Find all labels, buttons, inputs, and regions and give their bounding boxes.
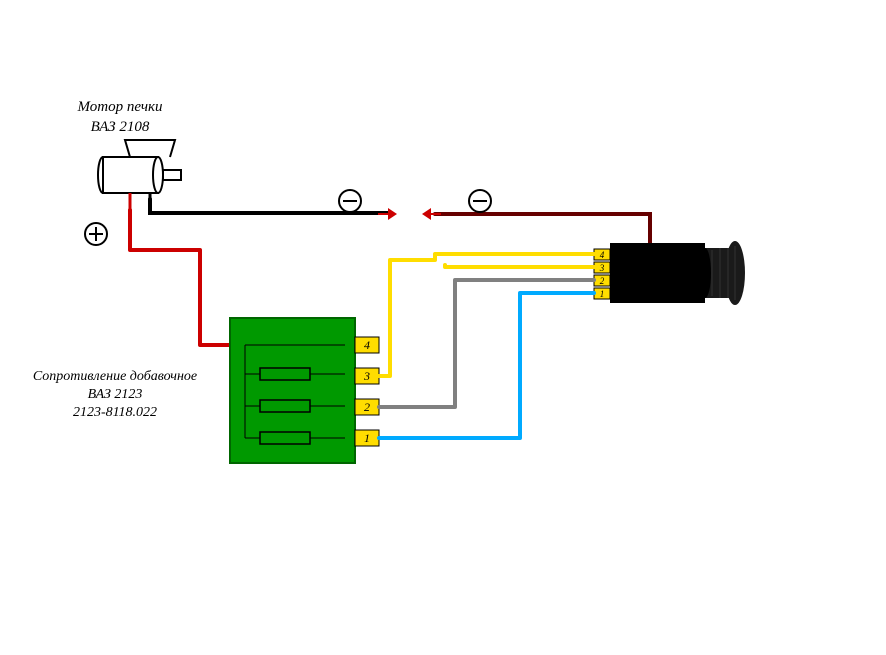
minus-symbol-2 bbox=[469, 190, 491, 212]
resistor-pins: 4 3 2 1 bbox=[355, 337, 379, 446]
resistor-label-line1: Сопротивление добавочное bbox=[33, 369, 197, 384]
svg-text:2: 2 bbox=[364, 400, 370, 414]
svg-text:3: 3 bbox=[599, 263, 605, 273]
wire-blue bbox=[379, 293, 594, 438]
resistor-label-line3: 2123-8118.022 bbox=[73, 405, 157, 420]
switch-pins: 4 3 2 1 bbox=[594, 249, 610, 299]
resistor-label: Сопротивление добавочное ВАЗ 2123 2123-8… bbox=[10, 368, 220, 423]
resistor-label-line2: ВАЗ 2123 bbox=[88, 387, 143, 402]
resistor-block bbox=[230, 318, 355, 463]
svg-text:3: 3 bbox=[363, 369, 370, 383]
switch-block bbox=[610, 241, 745, 305]
svg-text:4: 4 bbox=[364, 338, 370, 352]
svg-text:1: 1 bbox=[600, 289, 605, 299]
wire-yellow-2 bbox=[445, 265, 594, 267]
plus-symbol bbox=[85, 223, 107, 245]
svg-text:4: 4 bbox=[600, 250, 605, 260]
wire-gray bbox=[379, 280, 594, 407]
svg-text:2: 2 bbox=[600, 276, 605, 286]
motor-label-line1: Мотор печки bbox=[78, 99, 163, 115]
minus-symbol-1 bbox=[339, 190, 361, 212]
motor-icon bbox=[98, 140, 181, 210]
wire-yellow-top bbox=[379, 254, 594, 376]
break-arrows bbox=[378, 208, 441, 220]
motor-label-line2: ВАЗ 2108 bbox=[91, 119, 150, 135]
motor-label: Мотор печки ВАЗ 2108 bbox=[55, 98, 185, 137]
svg-text:1: 1 bbox=[364, 431, 370, 445]
wire-maroon bbox=[435, 214, 650, 243]
